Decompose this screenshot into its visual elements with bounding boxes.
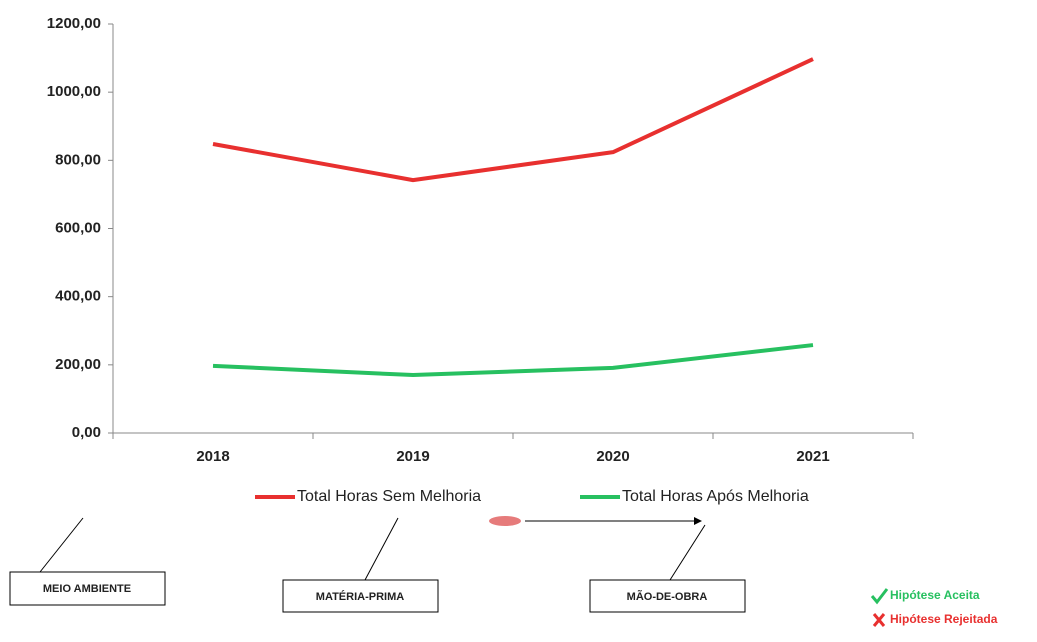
- y-tick-label: 1200,00: [47, 15, 101, 32]
- arrow-head: [694, 517, 702, 525]
- connector: [39, 517, 84, 573]
- series-line: [212, 57, 814, 183]
- x-icon: [872, 613, 886, 627]
- legend-label: Total Horas Após Melhoria: [622, 488, 809, 505]
- y-tick-label: 600,00: [55, 219, 101, 236]
- key-rejected: Hipótese Rejeitada: [890, 612, 998, 626]
- box: [9, 571, 166, 606]
- y-tick-label: 0,00: [72, 424, 101, 441]
- key-accepted: Hipótese Aceita: [890, 588, 980, 602]
- connector: [364, 517, 399, 581]
- connector: [669, 524, 706, 581]
- box-label: MÃO-DE-OBRA: [627, 590, 708, 603]
- check-icon: [870, 588, 889, 605]
- legend-label: Total Horas Sem Melhoria: [297, 488, 481, 505]
- blob: [489, 516, 521, 526]
- box-label: MATÉRIA-PRIMA: [316, 590, 404, 603]
- y-tick-label: 200,00: [55, 356, 101, 373]
- y-tick-label: 400,00: [55, 288, 101, 305]
- y-tick-label: 1000,00: [47, 83, 101, 100]
- box: [589, 579, 746, 613]
- x-tick-label: 2018: [196, 448, 229, 465]
- x-tick-label: 2020: [596, 448, 629, 465]
- x-tick-label: 2019: [396, 448, 429, 465]
- y-tick-label: 800,00: [55, 151, 101, 168]
- box-label: MEIO AMBIENTE: [43, 583, 131, 595]
- series-line: [212, 343, 814, 378]
- x-tick-label: 2021: [796, 448, 829, 465]
- box: [282, 579, 439, 613]
